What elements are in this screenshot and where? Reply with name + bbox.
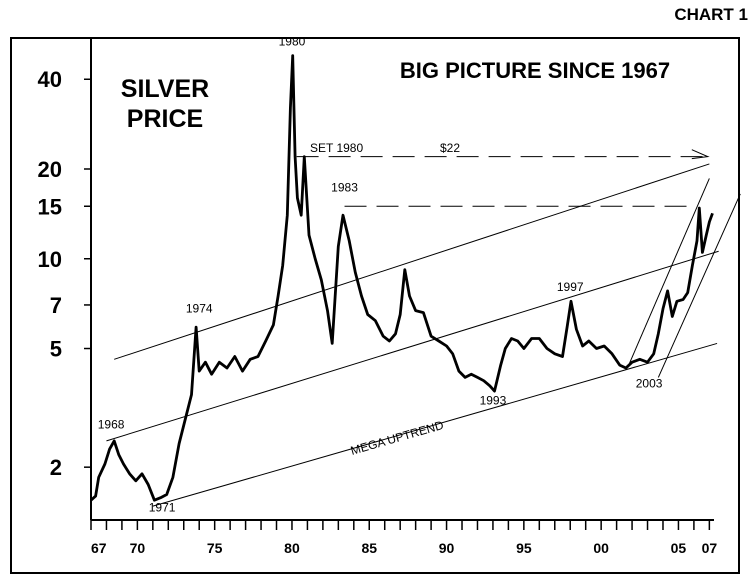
series-group (90, 54, 714, 502)
x-tick-label: 80 (284, 540, 300, 556)
x-axis-ticks: 67 70 75 80 85 90 95 00 05 07 (90, 520, 718, 556)
chart-id-label: CHART 1 (674, 5, 748, 24)
trend-lines (106, 163, 741, 507)
x-tick-label: 05 (671, 540, 687, 556)
year-annotation: 1980 (279, 34, 306, 48)
trend-line (106, 250, 719, 442)
y-tick-label: 2 (50, 455, 62, 480)
x-tick-label: 95 (516, 540, 532, 556)
year-annotation: 2003 (636, 377, 663, 391)
year-annotation: 1983 (331, 181, 358, 195)
x-tick-label: 90 (439, 540, 455, 556)
trend-line (626, 178, 710, 369)
year-annotation: 1971 (149, 501, 176, 515)
trend-line (657, 193, 741, 378)
year-annotation: 1974 (186, 302, 213, 316)
x-tick-label: 75 (207, 540, 223, 556)
year-annotation: 1968 (98, 417, 125, 431)
x-tick-label: 00 (593, 540, 609, 556)
x-tick-label: 67 (91, 540, 107, 556)
year-annotation: 1993 (480, 393, 507, 407)
x-tick-label: 07 (702, 540, 718, 556)
trend-line (114, 163, 710, 360)
y-tick-label: 7 (50, 293, 62, 318)
set-1980-label: SET 1980 (310, 141, 363, 155)
dashed-levels (296, 149, 710, 207)
y-axis-ticks: 40 20 15 10 7 5 2 (38, 67, 91, 480)
y-tick-label: 5 (50, 337, 62, 362)
y-tick-label: 10 (38, 247, 62, 272)
x-tick-label: 85 (361, 540, 377, 556)
dashed-level-arrow (691, 149, 710, 160)
year-labels: 1968 1971 1974 1980 1983 1993 1997 2003 (98, 34, 663, 514)
x-tick-label: 70 (130, 540, 146, 556)
plot-frame (10, 37, 740, 574)
y-tick-label: 20 (38, 157, 62, 182)
chart-title: BIG PICTURE SINCE 1967 (400, 58, 670, 83)
trend-line (152, 342, 718, 507)
y-tick-label: 40 (38, 67, 62, 92)
year-annotation: 1997 (557, 280, 584, 294)
silver-price-line (90, 54, 714, 502)
y-tick-label: 15 (38, 194, 62, 219)
chart-subtitle: SILVER PRICE (121, 75, 209, 133)
mega-uptrend-label: MEGA UPTREND (349, 418, 445, 458)
price-22-label: $22 (440, 141, 460, 155)
